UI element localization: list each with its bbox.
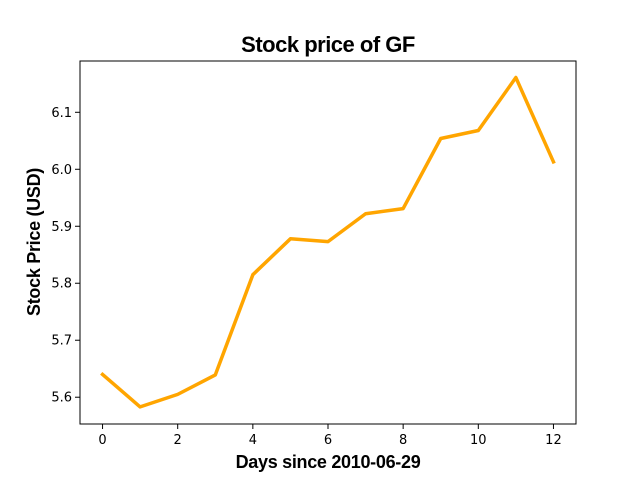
x-tick-label: 2: [174, 433, 182, 448]
y-axis-label: Stock Price (USD): [24, 168, 44, 316]
y-tick-label: 5.9: [51, 220, 72, 235]
y-tick-label: 5.8: [51, 277, 72, 292]
series-layer: [100, 75, 556, 409]
x-tick-label: 4: [249, 433, 257, 448]
y-tick-label: 5.7: [51, 334, 72, 349]
x-tick-label: 8: [399, 433, 407, 448]
x-tick-label: 12: [545, 433, 562, 448]
x-axis-label: Days since 2010-06-29: [236, 452, 421, 472]
x-tick-label: 10: [470, 433, 487, 448]
ticks-layer: 0 2 4 6 8 10 12 5.6 5.7 5.8 5.9 6.0 6.1: [51, 106, 561, 448]
x-tick-label: 0: [98, 433, 106, 448]
y-tick-label: 6.1: [51, 106, 72, 121]
y-tick-label: 5.6: [51, 391, 72, 406]
y-tick-label: 6.0: [51, 163, 72, 178]
plot-frame: [79, 60, 577, 425]
chart-title: Stock price of GF: [241, 32, 415, 57]
x-tick-label: 6: [324, 433, 332, 448]
